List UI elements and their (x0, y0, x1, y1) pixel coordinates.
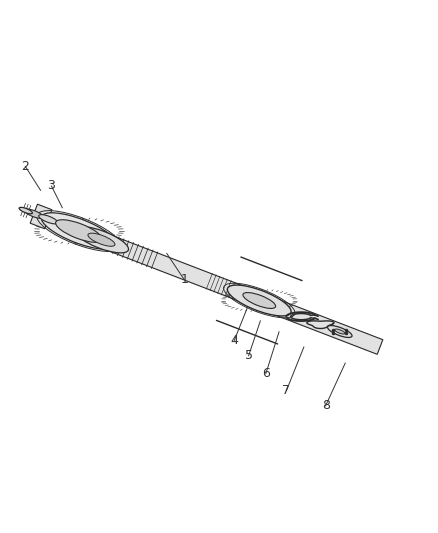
Ellipse shape (39, 215, 58, 224)
Text: 8: 8 (321, 399, 330, 412)
Ellipse shape (328, 326, 352, 337)
Ellipse shape (24, 209, 43, 219)
Text: 6: 6 (262, 367, 270, 379)
Ellipse shape (41, 213, 117, 249)
Ellipse shape (19, 207, 32, 214)
Ellipse shape (335, 329, 345, 334)
Ellipse shape (56, 220, 102, 243)
Text: 4: 4 (230, 334, 238, 347)
Polygon shape (30, 204, 52, 229)
Text: 1: 1 (180, 273, 188, 286)
Text: 5: 5 (244, 349, 253, 362)
Ellipse shape (227, 285, 291, 316)
Ellipse shape (243, 293, 276, 309)
Ellipse shape (74, 227, 128, 253)
Text: 7: 7 (283, 384, 290, 397)
Ellipse shape (88, 233, 115, 246)
Text: 2: 2 (21, 160, 29, 173)
Text: 3: 3 (47, 180, 55, 192)
Polygon shape (55, 216, 383, 354)
